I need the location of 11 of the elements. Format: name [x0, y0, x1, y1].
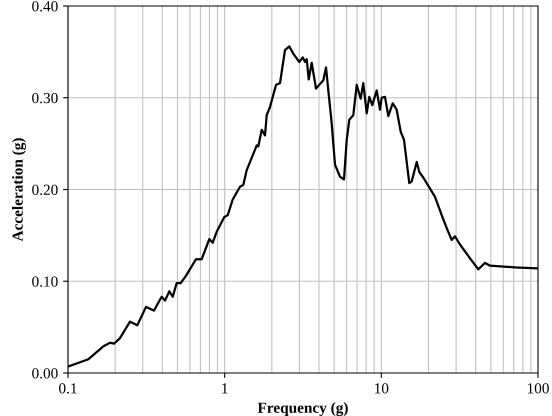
x-tick-label: 10	[375, 383, 388, 394]
y-axis-title: Acceleration (g)	[12, 138, 26, 242]
y-tick-label: 0.00	[32, 368, 58, 379]
y-tick-label: 0.10	[32, 276, 58, 287]
x-tick-label: 100	[528, 383, 549, 394]
y-tick-label: 0.30	[32, 92, 58, 104]
x-tick-label: 0.1	[59, 383, 77, 394]
y-tick-label: 0.20	[32, 184, 58, 196]
y-tick-label: 0.40	[32, 1, 58, 12]
x-axis-title: Frequency (g)	[258, 402, 348, 416]
x-tick-label: 1	[222, 383, 228, 394]
